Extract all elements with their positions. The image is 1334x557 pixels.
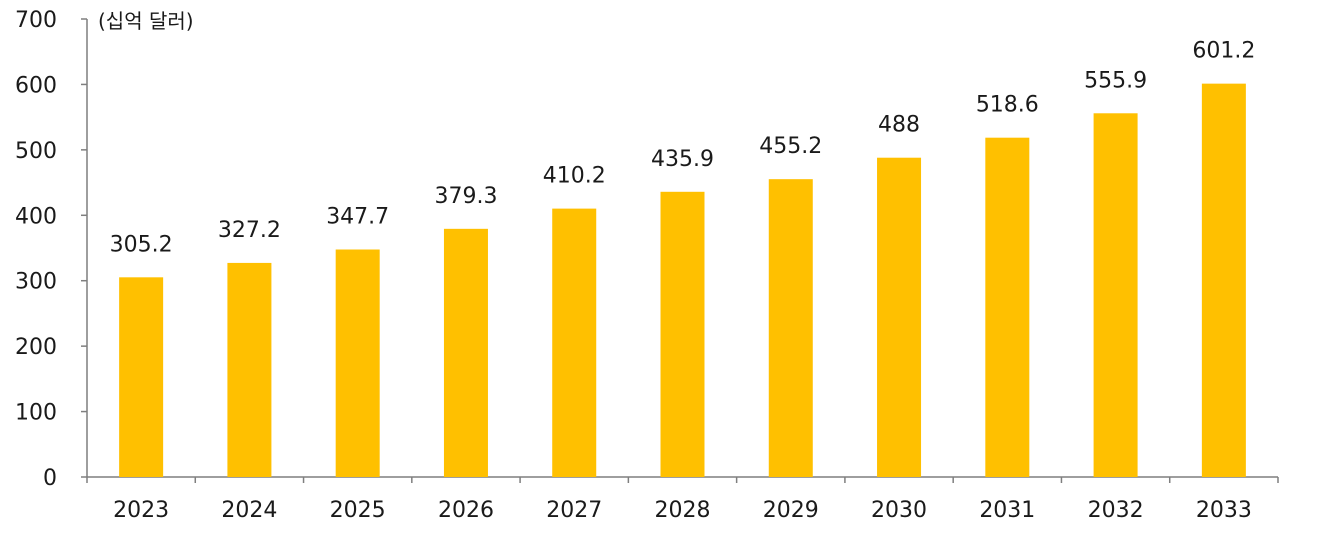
y-tick-label: 200 <box>15 335 57 360</box>
data-label: 327.2 <box>218 218 281 243</box>
data-label: 601.2 <box>1192 39 1255 64</box>
bar <box>227 262 272 477</box>
bar <box>443 228 488 477</box>
bar <box>877 157 922 478</box>
data-label: 555.9 <box>1084 68 1147 93</box>
data-label: 455.2 <box>759 134 822 159</box>
data-label: 435.9 <box>651 147 714 172</box>
x-tick-label: 2028 <box>655 498 711 523</box>
y-tick-label: 100 <box>15 401 57 426</box>
data-label: 305.2 <box>110 232 173 257</box>
x-tick-label: 2025 <box>330 498 386 523</box>
data-label: 488 <box>878 113 920 138</box>
x-tick-label: 2030 <box>871 498 927 523</box>
y-tick-label: 0 <box>43 466 57 491</box>
x-tick-label: 2024 <box>221 498 277 523</box>
data-label: 379.3 <box>434 184 497 209</box>
bars <box>119 83 1246 478</box>
y-tick-label: 500 <box>15 139 57 164</box>
bar <box>335 249 380 477</box>
bar <box>768 179 813 478</box>
x-tick-label: 2026 <box>438 498 494 523</box>
data-labels: 305.2 327.2 347.7 379.3 410.2 435.9 455.2 488 51… <box>110 39 1256 258</box>
x-tick-label: 2032 <box>1088 498 1144 523</box>
x-tick-label: 2027 <box>546 498 602 523</box>
x-tick-label: 2033 <box>1196 498 1252 523</box>
y-axis: 0 100 200 300 400 500 600 700 <box>15 8 88 491</box>
y-tick-label: 700 <box>15 8 57 33</box>
x-axis: 2023 2024 2025 2026 2027 2028 2029 2030 2031 2032… <box>86 476 1279 523</box>
y-tick-label: 300 <box>15 270 57 295</box>
bar <box>660 191 705 477</box>
x-tick-label: 2029 <box>763 498 819 523</box>
data-label: 410.2 <box>543 164 606 189</box>
y-tick-label: 400 <box>15 204 57 229</box>
bar <box>1093 113 1138 478</box>
y-unit-label: (십억 달러) <box>98 9 194 33</box>
bar <box>119 277 164 477</box>
y-tick-label: 600 <box>15 73 57 98</box>
data-label: 518.6 <box>976 93 1039 118</box>
x-tick-label: 2023 <box>113 498 169 523</box>
x-tick-label: 2031 <box>979 498 1035 523</box>
bar <box>552 208 597 477</box>
bar <box>985 137 1030 477</box>
bar <box>1201 83 1246 477</box>
data-label: 347.7 <box>326 205 389 230</box>
